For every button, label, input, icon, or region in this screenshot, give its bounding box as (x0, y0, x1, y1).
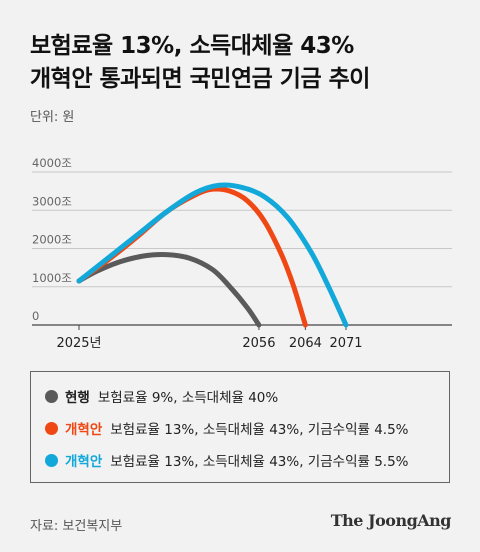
legend-desc-reform-55: 보험료율 13%, 소득대체율 43%, 기금수익률 5.5% (110, 454, 409, 470)
x-tick-label: 2025년 (56, 336, 101, 351)
series-line-reform-55 (76, 182, 349, 328)
legend-item-reform-45: 개혁안 보험료율 13%, 소득대체율 43%, 기금수익률 4.5% (45, 417, 409, 439)
title-line-1: 보험료율 13%, 소득대체율 43% (30, 33, 354, 59)
legend-item-reform-55: 개혁안 보험료율 13%, 소득대체율 43%, 기금수익률 5.5% (45, 449, 409, 471)
legend-item-current: 현행 보험료율 9%, 소득대체율 40% (45, 385, 278, 407)
legend-swatch-current (45, 389, 58, 403)
y-tick-label: 1000조 (32, 271, 72, 285)
legend: 현행 보험료율 9%, 소득대체율 40% 개혁안 보험료율 13%, 소득대체… (30, 371, 450, 483)
y-tick-label: 0 (32, 309, 39, 323)
chart-plot: 0 1000조 2000조 3000조 4000조 2025년 2056 2064 2071 (32, 156, 452, 351)
title-line-2: 개혁안 통과되면 국민연금 기금 추이 (30, 66, 370, 92)
y-tick-label: 3000조 (32, 194, 72, 208)
y-tick-label: 4000조 (32, 156, 72, 170)
x-tick-label: 2056 (242, 336, 275, 351)
chart-title: 보험료율 13%, 소득대체율 43% 개혁안 통과되면 국민연금 기금 추이 (30, 30, 460, 96)
legend-name-reform-45: 개혁안 (65, 422, 103, 438)
unit-label: 단위: 원 (30, 110, 75, 125)
legend-desc-reform-45: 보험료율 13%, 소득대체율 43%, 기금수익률 4.5% (110, 422, 409, 438)
x-tick-label: 2064 (289, 336, 322, 351)
publisher-logo: The JoongAng (330, 511, 452, 530)
x-tick-label: 2071 (329, 336, 362, 351)
legend-desc-current: 보험료율 9%, 소득대체율 40% (97, 390, 279, 406)
series-line-current (76, 252, 262, 328)
legend-name-reform-55: 개혁안 (65, 454, 103, 470)
legend-swatch-reform-45 (45, 421, 58, 435)
legend-name-current: 현행 (65, 390, 90, 406)
source-note: 자료: 보건복지부 (30, 519, 123, 534)
legend-swatch-reform-55 (45, 453, 58, 467)
y-tick-label: 2000조 (32, 233, 72, 247)
